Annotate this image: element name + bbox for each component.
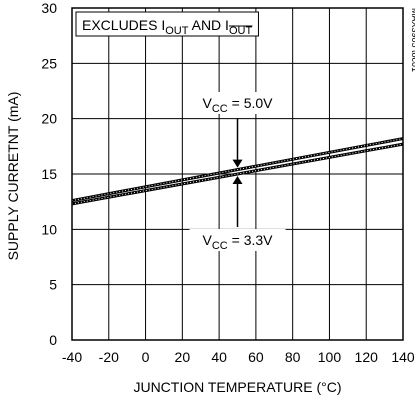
x-axis-title: JUNCTION TEMPERATURE (°C)	[133, 379, 341, 395]
y-tick-label: 10	[41, 221, 57, 237]
excludes-prefix: EXCLUDES I	[82, 17, 165, 33]
vcc-5v-label: VCC = 5.0V	[203, 95, 274, 115]
vcc-5v-prefix: V	[203, 95, 213, 111]
vcc-5v-value: = 5.0V	[228, 95, 273, 111]
excludes-sub-out-bar: OUT	[229, 25, 253, 37]
vcc-3v3-label-box	[189, 229, 286, 251]
excludes-label-box	[75, 11, 259, 37]
x-tick-label: 100	[318, 349, 342, 365]
series-lines	[71, 137, 404, 206]
vcc-5v-label-box	[189, 92, 286, 114]
y-tick-label: 0	[49, 332, 57, 348]
series-line-texture-1	[71, 143, 404, 205]
arrow-head	[232, 159, 243, 168]
y-axis-title: SUPPLY CURRETNT (mA)	[5, 92, 21, 261]
vcc-5v-arrow	[232, 118, 243, 168]
x-tick-label: 80	[285, 349, 301, 365]
x-tick-label: 60	[248, 349, 264, 365]
x-tick-labels: -40 -20 0 20 40 60 80 100 120 140	[62, 349, 415, 365]
x-tick-label: 0	[142, 349, 150, 365]
vcc-3v3-value: = 3.3V	[228, 232, 273, 248]
x-tick-label: 20	[175, 349, 191, 365]
x-tick-label: 120	[355, 349, 379, 365]
plot-frame	[71, 7, 404, 341]
y-tick-label: 30	[41, 0, 57, 16]
arrow-head	[232, 176, 243, 184]
vcc-3v3-label: VCC = 3.3V	[203, 232, 274, 252]
excludes-sub-out: OUT	[165, 25, 189, 37]
y-tick-label: 15	[41, 166, 57, 182]
x-tick-label: 40	[211, 349, 227, 365]
vcc-3v3-arrow	[232, 176, 243, 227]
excludes-mid: AND I	[188, 17, 228, 33]
y-tick-labels: 0 5 10 15 20 25 30	[41, 0, 57, 348]
x-tick-label: -40	[62, 349, 82, 365]
vcc-3v3-prefix: V	[203, 232, 213, 248]
y-tick-label: 5	[49, 277, 57, 293]
y-tick-label: 25	[41, 55, 57, 71]
series-line-texture-0	[71, 138, 404, 202]
x-tick-label: 140	[391, 349, 415, 365]
figure-id: MAX3905 toc01	[410, 8, 415, 72]
vcc-5v-sub: CC	[212, 103, 228, 115]
vcc-3v3-sub: CC	[212, 240, 228, 252]
y-tick-label: 20	[41, 111, 57, 127]
x-tick-label: -20	[99, 349, 119, 365]
excludes-annotation: EXCLUDES IOUT AND IOUT	[82, 17, 252, 37]
